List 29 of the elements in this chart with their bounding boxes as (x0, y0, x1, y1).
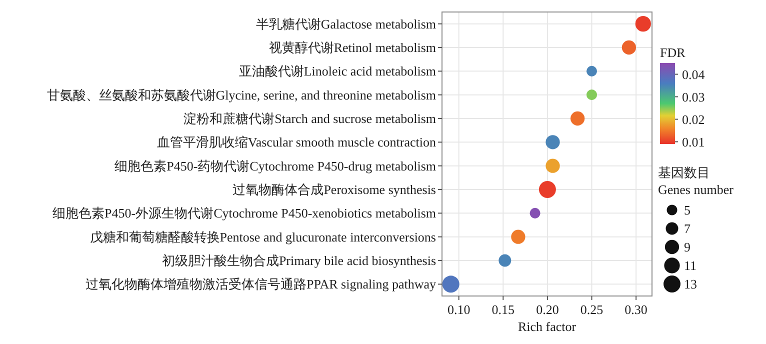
y-tick-label: 淀粉和蔗糖代谢Starch and sucrose metabolism (184, 111, 436, 126)
y-tick-label: 细胞色素P450-外源生物代谢Cytochrome P450-xenobiotics metabolism (52, 206, 436, 221)
y-tick-label: 过氧物酶体合成Peroxisome synthesis (232, 182, 436, 197)
x-tick-label: 0.10 (447, 302, 470, 317)
y-tick-label: 血管平滑肌收缩Vascular smooth muscle contraction (156, 134, 436, 150)
y-tick-label: 细胞色素P450-药物代谢Cytochrome P450-drug metabolism (114, 158, 436, 174)
x-tick-label: 0.30 (624, 302, 648, 317)
legend-label: 9 (684, 240, 690, 254)
y-tick-label: 亚油酸代谢Linoleic acid metabolism (238, 64, 436, 79)
x-tick-label: 0.20 (536, 302, 559, 317)
legend-title: 基因数目 Genes number (658, 165, 734, 197)
legend-label: 5 (684, 202, 690, 218)
x-axis-title: Rich factor (518, 319, 577, 334)
color-bar-label: 0.01 (682, 134, 705, 150)
legend-label: 7 (684, 221, 691, 236)
color-bar-label: 0.04 (682, 66, 706, 82)
legend-label: 13 (684, 276, 697, 292)
x-tick-label: 0.15 (492, 302, 515, 317)
y-tick-label: 戊糖和葡萄糖醛酸转换Pentose and glucuronate interconversions (90, 229, 436, 244)
color-bar-title: FDR (660, 45, 686, 60)
color-bar-label: 0.02 (682, 112, 705, 127)
y-tick-label: 半乳糖代谢Galactose metabolism (256, 16, 436, 32)
y-tick-label: 初级胆汁酸生物合成Primary bile acid biosynthesis (162, 253, 436, 268)
y-tick-label: 甘氨酸、丝氨酸和苏氨酸代谢Glycine, serine, and threonine metabolism (46, 87, 436, 102)
y-tick-label: 过氧化物酶体增殖物激活受体信号通路PPAR signaling pathway (85, 276, 436, 292)
y-tick-label: 视黄醇代谢Retinol metabolism (268, 40, 436, 55)
color-bar-label: 0.03 (682, 89, 705, 104)
legend-label: 11 (684, 258, 697, 273)
x-tick-label: 0.25 (580, 302, 604, 317)
